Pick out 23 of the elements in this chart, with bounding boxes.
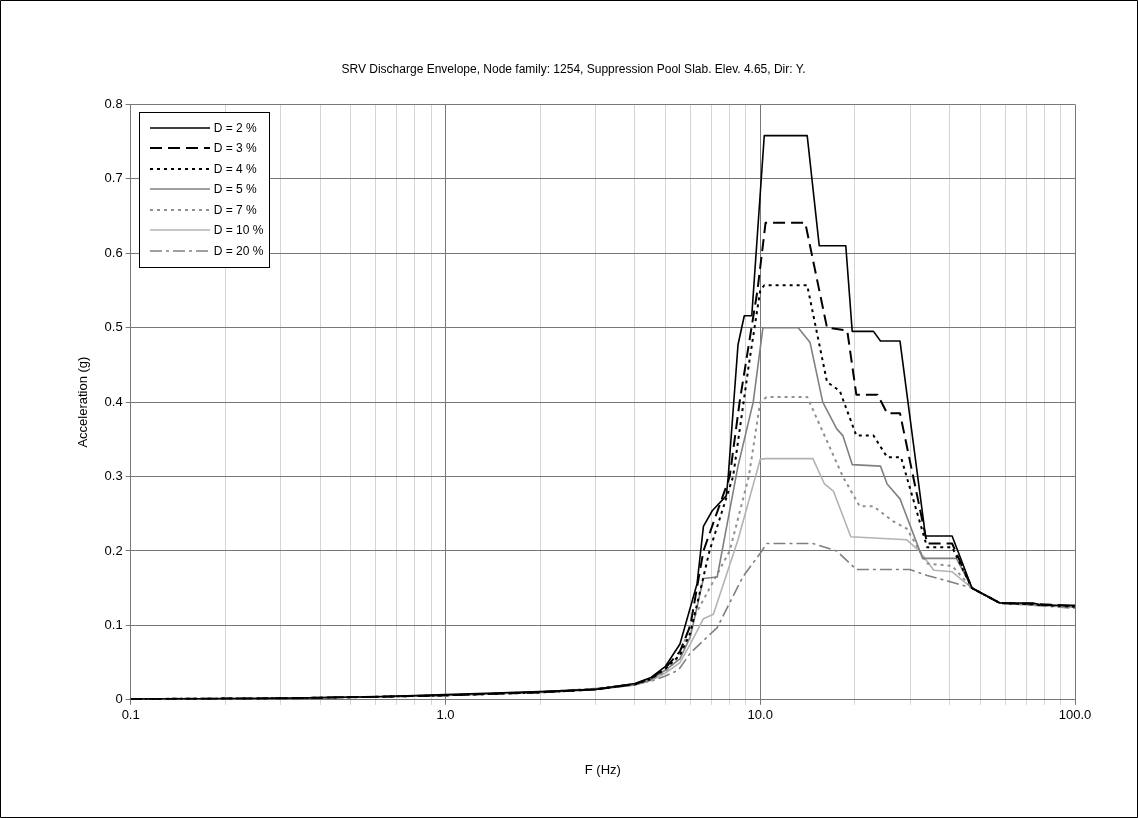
y-tick-label: 0 — [115, 691, 123, 707]
y-tick-label: 0.4 — [104, 393, 123, 409]
x-tick-label: 1.0 — [436, 707, 455, 723]
y-tick-label: 0.2 — [104, 542, 123, 558]
y-tick-label: 0.6 — [104, 244, 123, 260]
legend-label: D = 4 % — [213, 161, 257, 176]
legend-label: D = 3 % — [213, 141, 257, 156]
y-tick-label: 0.8 — [104, 95, 123, 111]
legend-label: D = 10 % — [213, 223, 264, 238]
legend-label: D = 7 % — [213, 202, 257, 217]
legend-label: D = 2 % — [213, 120, 257, 135]
y-tick-label: 0.3 — [104, 468, 123, 484]
legend-label: D = 20 % — [213, 243, 264, 258]
x-tick-label: 0.1 — [121, 707, 140, 723]
chart-title: SRV Discharge Envelope, Node family: 1254, Suppression Pool Slab. Elev. 4.65, Dir: Y. — [341, 61, 806, 76]
y-tick-label: 0.1 — [104, 616, 123, 632]
x-tick-label: 100.0 — [1058, 707, 1092, 723]
y-axis-title: Acceleration (g) — [75, 356, 91, 448]
y-tick-label: 0.7 — [104, 170, 123, 186]
y-tick-label: 0.5 — [104, 319, 123, 335]
x-tick-label: 10.0 — [747, 707, 773, 723]
x-axis-title: F (Hz) — [584, 761, 621, 777]
legend-label: D = 5 % — [213, 182, 257, 197]
